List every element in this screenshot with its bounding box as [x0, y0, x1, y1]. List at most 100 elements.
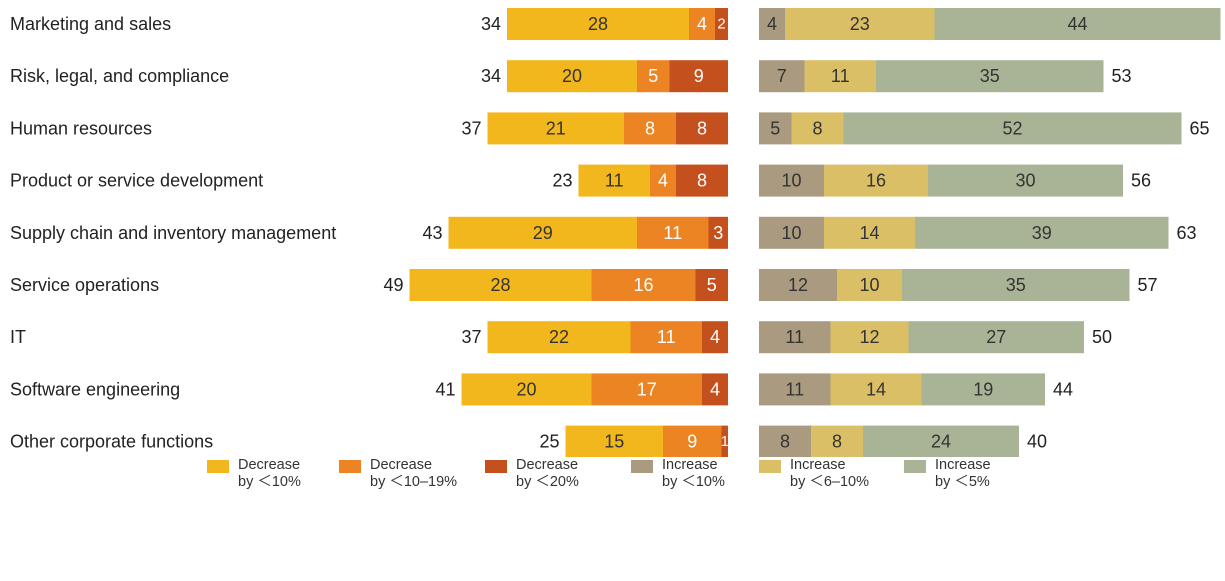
increase-bar-segment	[921, 373, 1045, 406]
segment-value-label: 52	[1002, 118, 1022, 138]
decrease-bar-segment	[676, 112, 728, 145]
chart-legend: Decrease by ＜10% Decrease by ＜10–19% Decre…	[0, 457, 1225, 581]
increase-total-label: 56	[1131, 171, 1151, 191]
increase-bar-segment	[908, 321, 1084, 354]
segment-value-label: 4	[697, 14, 707, 34]
decrease-bar-segment	[409, 269, 592, 301]
increase-bar-segment	[759, 269, 837, 301]
increase-bar-segment	[902, 269, 1130, 301]
legend-swatch	[759, 460, 781, 473]
segment-value-label: 11	[831, 66, 850, 86]
decrease-bar-segment	[708, 216, 728, 249]
segment-value-label: 15	[604, 432, 624, 452]
legend-item-increase-6-10: Increase by ＜6–10%	[759, 457, 899, 517]
segment-value-label: 14	[866, 379, 886, 399]
legend-label: Decrease by ＜10%	[238, 457, 301, 490]
legend-item-increase-under-5: Increase by ＜5%	[904, 457, 1044, 517]
legend-label: Increase by ＜5%	[935, 457, 991, 490]
segment-value-label: 4	[710, 379, 720, 399]
segment-value-label: 5	[648, 66, 658, 86]
segment-value-label: 10	[781, 171, 801, 191]
chart-row: Software engineering 4 17 20 41 11 14 19 44	[10, 373, 1073, 406]
category-label: Marketing and sales	[10, 14, 171, 34]
legend-item-increase-under-10: Increase by ＜10%	[631, 457, 771, 517]
increase-bar-segment	[863, 425, 1019, 457]
increase-total-label: 63	[1177, 223, 1197, 243]
category-label: Supply chain and inventory management	[10, 223, 336, 243]
chart-row: IT 4 11 22 37 11 12 27 50	[10, 321, 1112, 354]
segment-value-label: 8	[645, 118, 655, 138]
decrease-bar-segment	[721, 425, 728, 457]
segment-value-label: 8	[832, 432, 842, 452]
legend-swatch	[631, 460, 653, 473]
segment-value-label: 12	[859, 327, 879, 347]
segment-value-label: 29	[533, 223, 553, 243]
chart-row: Supply chain and inventory management 3 11…	[10, 216, 1197, 249]
segment-value-label: 24	[931, 432, 951, 452]
chart-row: Service operations 5 16 28 49 12 10 35 57	[10, 269, 1158, 301]
segment-value-label: 9	[694, 66, 704, 86]
segment-value-label: 22	[549, 327, 569, 347]
segment-value-label: 35	[1006, 275, 1026, 295]
decrease-bar-segment	[702, 373, 728, 406]
segment-value-label: 19	[973, 379, 993, 399]
segment-value-label: 11	[785, 327, 804, 347]
legend-swatch	[904, 460, 926, 473]
legend-swatch	[485, 460, 507, 473]
segment-value-label: 8	[697, 171, 707, 191]
increase-bar-segment	[759, 112, 792, 145]
segment-value-label: 11	[663, 223, 682, 243]
legend-label: Increase by ＜10%	[662, 457, 725, 490]
legend-label: Decrease by ＜20%	[516, 457, 579, 490]
decrease-bar-segment	[578, 164, 650, 197]
legend-label: Increase by ＜6–10%	[790, 457, 869, 490]
legend-swatch	[207, 460, 229, 473]
chart-row: Human resources 8 8 21 37 5 8 52 65	[10, 112, 1210, 145]
segment-value-label: 16	[866, 171, 886, 191]
increase-bar-segment	[824, 164, 928, 197]
category-label: Product or service development	[10, 171, 263, 191]
decrease-bar-segment	[663, 425, 722, 457]
segment-value-label: 20	[516, 379, 536, 399]
segment-value-label: 44	[1067, 14, 1087, 34]
stacked-bar-chart: Marketing and sales2428344234471Risk, le…	[10, 8, 1221, 457]
increase-bar-segment	[824, 216, 915, 249]
segment-value-label: 17	[637, 379, 657, 399]
increase-total-label: 53	[1112, 66, 1132, 86]
segment-value-label: 12	[788, 275, 808, 295]
segment-value-label: 4	[710, 327, 720, 347]
legend-item-decrease-under-10: Decrease by ＜10%	[207, 457, 347, 517]
increase-total-label: 44	[1053, 379, 1073, 399]
decrease-bar-segment	[650, 164, 676, 197]
decrease-bar-segment	[507, 8, 689, 40]
increase-bar-segment	[759, 373, 831, 406]
increase-total-label: 40	[1027, 432, 1047, 452]
decrease-bar-segment	[695, 269, 728, 301]
segment-value-label: 23	[850, 14, 870, 34]
increase-bar-segment	[791, 112, 844, 145]
legend-label: Decrease by ＜10–19%	[370, 457, 458, 490]
legend-item-decrease-20-plus: Decrease by ＜20%	[485, 457, 625, 517]
decrease-bar-segment	[507, 60, 637, 93]
increase-bar-segment	[915, 216, 1169, 249]
segment-value-label: 16	[633, 275, 653, 295]
segment-value-label: 2	[717, 16, 725, 33]
segment-value-label: 11	[785, 379, 804, 399]
segment-value-label: 28	[588, 14, 608, 34]
increase-bar-segment	[759, 60, 805, 93]
segment-value-label: 9	[687, 432, 697, 452]
increase-bar-segment	[759, 8, 785, 40]
segment-value-label: 10	[781, 223, 801, 243]
segment-value-label: 35	[980, 66, 1000, 86]
category-label: Software engineering	[10, 379, 180, 399]
segment-value-label: 28	[490, 275, 510, 295]
chart-row: Other corporate functions 1 9 15 25 8 8 24 40	[10, 425, 1047, 457]
decrease-total-label: 43	[422, 223, 442, 243]
segment-value-label: 39	[1032, 223, 1052, 243]
segment-value-label: 10	[859, 275, 879, 295]
category-label: IT	[10, 327, 26, 347]
segment-value-label: 8	[697, 118, 707, 138]
legend-swatch	[339, 460, 361, 473]
segment-value-label: 8	[812, 118, 822, 138]
segment-value-label: 3	[713, 223, 723, 243]
